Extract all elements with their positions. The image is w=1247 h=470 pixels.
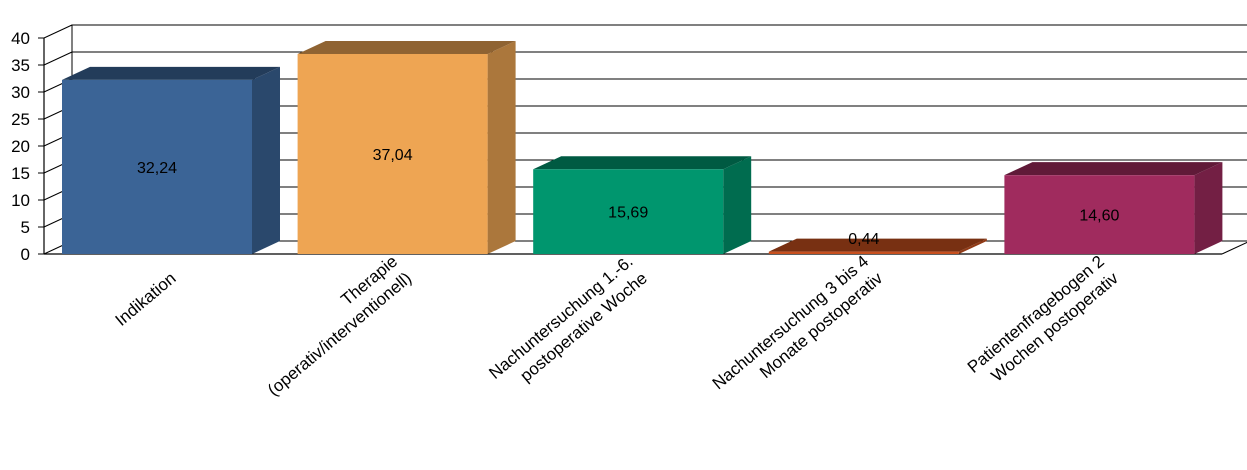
x-axis-labels: Indikation Therapie(operativ/intervention… (112, 252, 1123, 400)
data-label: 15,69 (608, 205, 648, 222)
x-tick-label-line: Nachuntersuchung 1.-6. (485, 252, 636, 383)
y-tick-label: 25 (11, 110, 30, 129)
y-axis-ticks: 0 5 10 15 20 25 30 35 40 (11, 29, 44, 264)
y-tick-label: 15 (11, 164, 30, 183)
gridline-depth (43, 51, 73, 66)
data-label: 14,60 (1079, 208, 1119, 225)
floor-right-edge (1221, 241, 1247, 255)
data-label: 32,24 (137, 160, 177, 177)
bar (768, 251, 959, 254)
bar-top (297, 40, 516, 54)
bar (1004, 175, 1195, 254)
data-labels: 32,24 37,04 15,69 0,44 14,60 (137, 147, 1120, 248)
data-label: 0,44 (848, 231, 879, 248)
x-tick-label: Nachuntersuchung 1.-6.postoperative Woch… (485, 252, 650, 386)
bar (533, 169, 724, 254)
x-tick-label: Therapie(operativ/interventionell) (264, 252, 415, 400)
x-tick-label-line: Patientenfragebogen 2 (964, 252, 1108, 377)
x-tick-label: Indikation (112, 269, 180, 330)
y-tick-label: 35 (11, 56, 30, 75)
bar (297, 53, 488, 254)
bar-side (252, 66, 280, 255)
bar-side (487, 40, 516, 254)
bar-top (533, 156, 752, 170)
bar-top (1004, 162, 1223, 176)
y-tick-label: 5 (21, 218, 30, 237)
x-tick-label-line: (operativ/interventionell) (264, 269, 415, 400)
x-tick-label-line: Indikation (112, 269, 180, 330)
bar-top (768, 238, 987, 252)
y-tick-label: 20 (11, 137, 30, 156)
bar-side (1194, 162, 1223, 254)
bars (62, 40, 1223, 255)
bar-side (723, 156, 752, 254)
y-tick-label: 10 (11, 191, 30, 210)
x-tick-label-line: Nachuntersuchung 3 bis 4 (709, 252, 873, 394)
bar (62, 79, 252, 255)
y-tick-label: 0 (21, 245, 30, 264)
y-tick-label: 30 (11, 83, 30, 102)
bar-top (62, 66, 280, 80)
bar-side (958, 238, 987, 254)
gridline-depth (43, 24, 73, 39)
data-label: 37,04 (373, 147, 413, 164)
y-tick-label: 40 (11, 29, 30, 48)
